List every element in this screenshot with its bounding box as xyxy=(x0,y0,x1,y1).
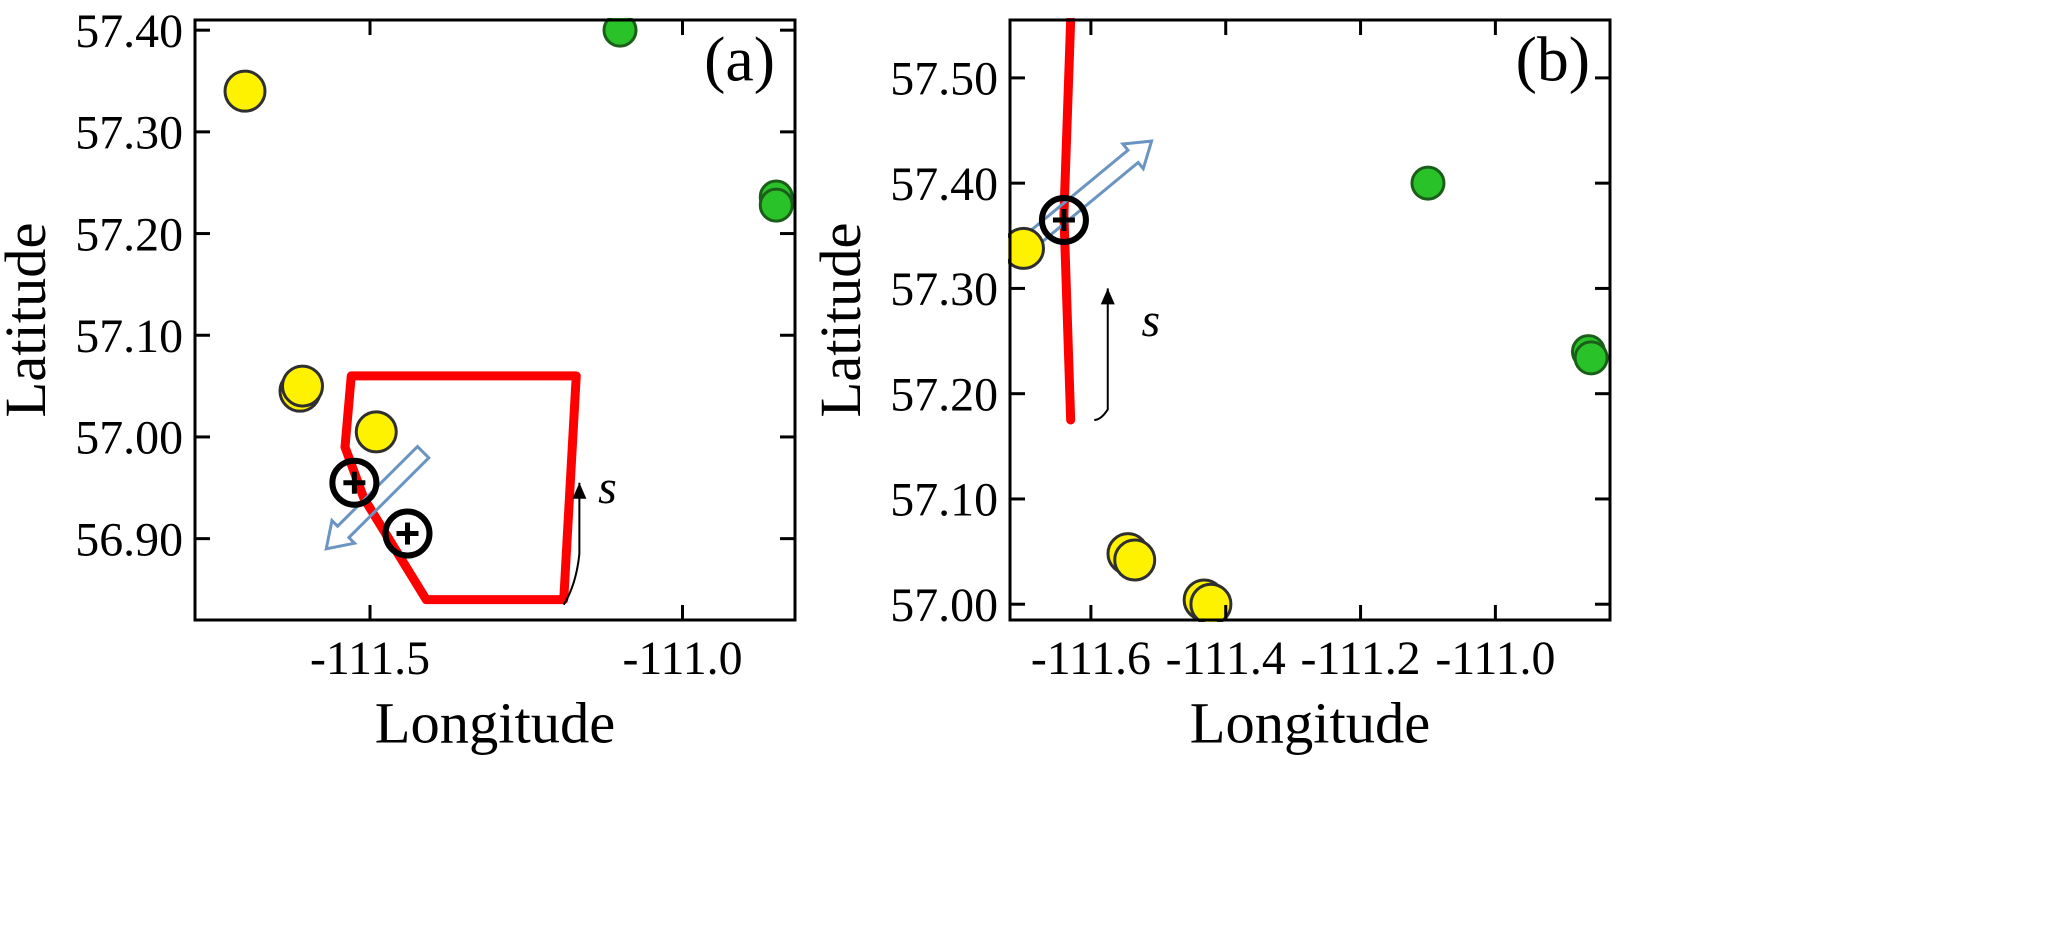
ytick-label: 57.10 xyxy=(75,310,183,363)
figure-container: s 56.90 57.00 57.10 57.20 57.30 57.40 -111.5 -11… xyxy=(0,0,2067,944)
ytick-label: 57.10 xyxy=(890,474,998,527)
marker-green xyxy=(1575,342,1607,374)
marker-yellow xyxy=(283,366,323,406)
xtick-label: -111.5 xyxy=(310,632,430,685)
xlabel: Longitude xyxy=(375,690,616,755)
marker-yellow xyxy=(356,412,396,452)
s-axis-label: s xyxy=(1141,294,1160,347)
ytick-label: 57.00 xyxy=(75,412,183,465)
marker-green xyxy=(760,189,792,221)
ytick-label: 57.20 xyxy=(75,208,183,261)
ylabel: Latitude xyxy=(0,223,58,418)
ytick-label: 57.00 xyxy=(890,579,998,632)
marker-yellow xyxy=(1115,540,1155,580)
xtick-label: -111.6 xyxy=(1031,632,1151,685)
marker-yellow xyxy=(225,71,265,111)
xtick-label: -111.0 xyxy=(1435,632,1555,685)
s-axis-label: s xyxy=(598,461,617,514)
xtick-label: -111.4 xyxy=(1166,632,1286,685)
figure-svg: s 56.90 57.00 57.10 57.20 57.30 57.40 -111.5 -11… xyxy=(0,0,2067,944)
ytick-label: 57.50 xyxy=(890,53,998,106)
panel-label: (b) xyxy=(1516,24,1590,95)
xtick-label: -111.2 xyxy=(1301,632,1421,685)
ytick-label: 56.90 xyxy=(75,513,183,566)
xtick-label: -111.0 xyxy=(622,632,742,685)
ytick-label: 57.20 xyxy=(890,368,998,421)
ytick-label: 57.30 xyxy=(75,107,183,160)
panel-label: (a) xyxy=(704,24,775,95)
ylabel: Latitude xyxy=(808,223,873,418)
marker-green xyxy=(1412,167,1444,199)
ytick-label: 57.40 xyxy=(75,5,183,58)
ytick-label: 57.40 xyxy=(890,158,998,211)
ytick-label: 57.30 xyxy=(890,263,998,316)
xlabel: Longitude xyxy=(1190,690,1431,755)
